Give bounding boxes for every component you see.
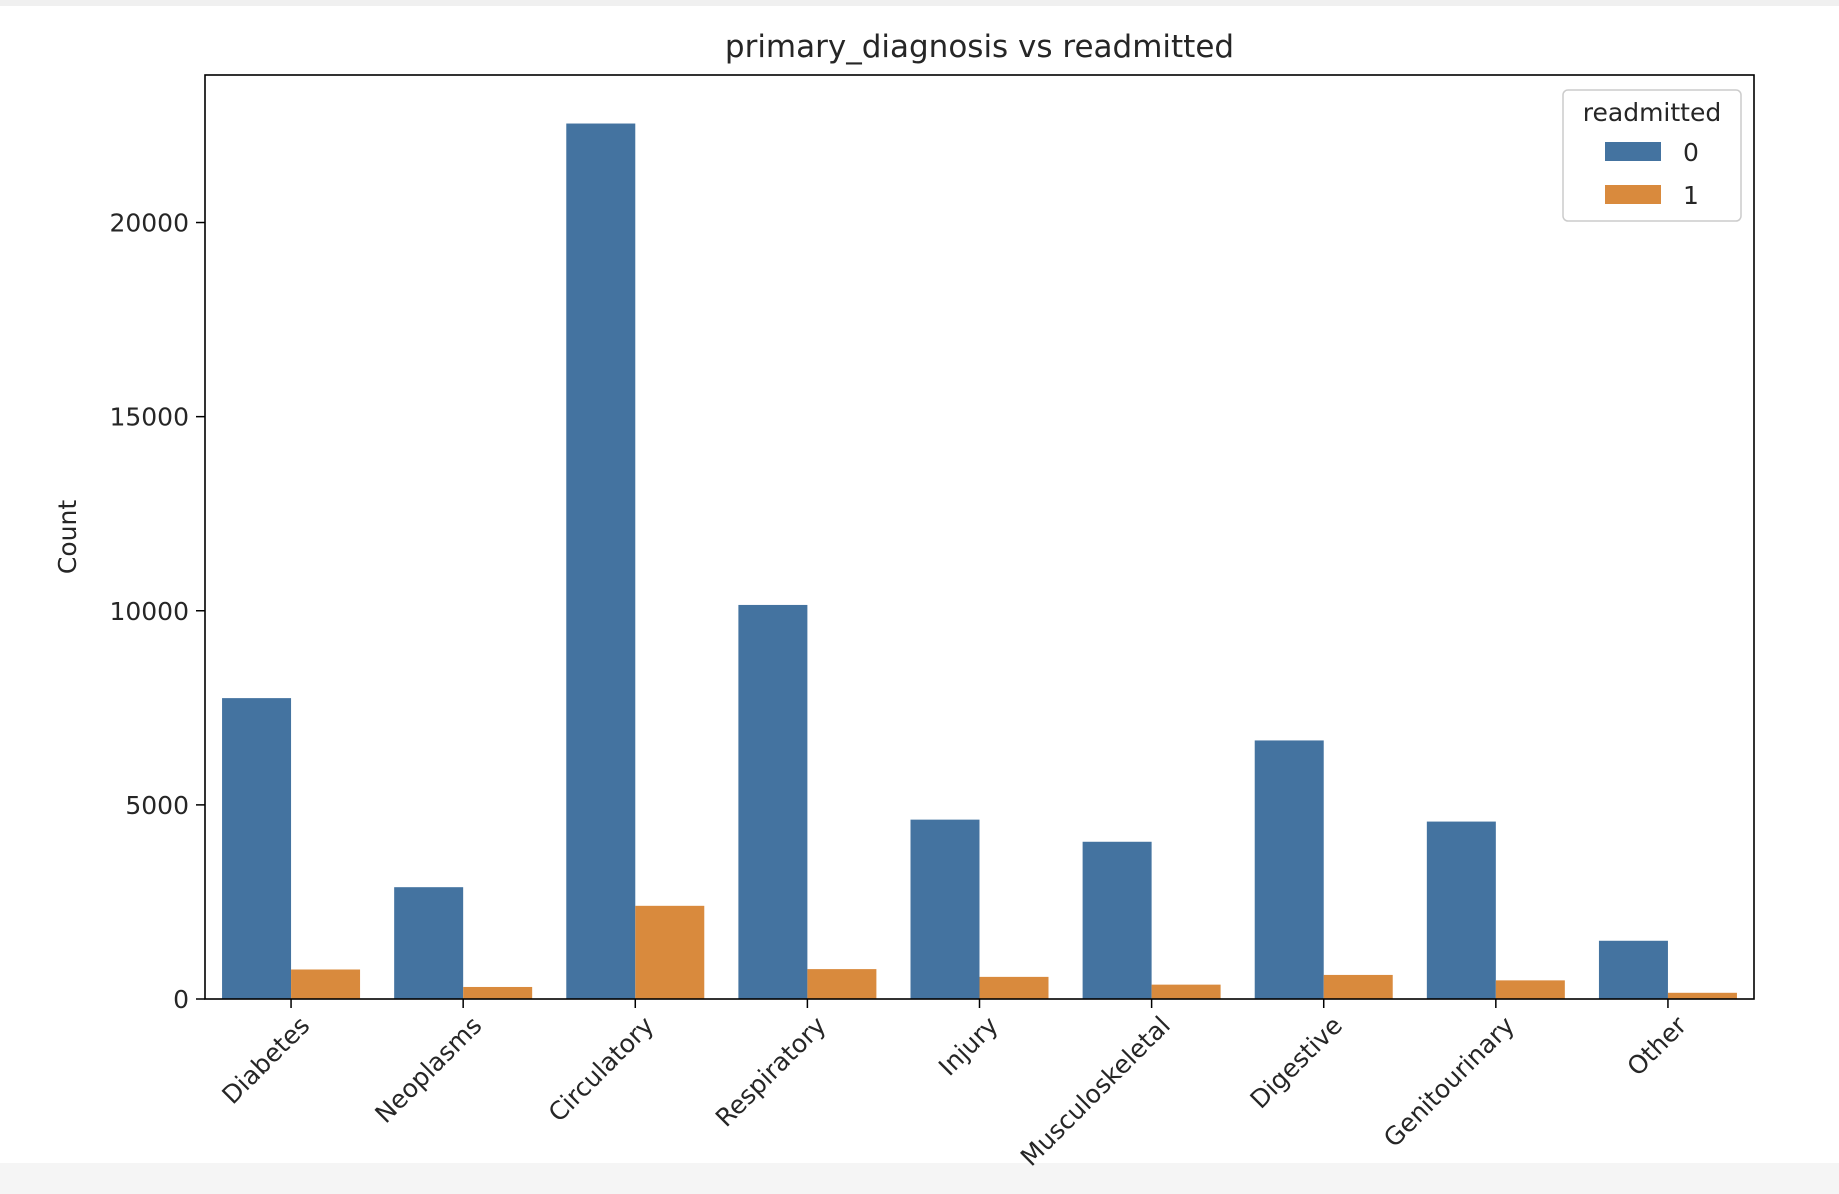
bar-musculoskeletal-readmitted-0 [1082, 841, 1152, 999]
legend-swatch-1 [1605, 185, 1661, 204]
x-tick-label: Digestive [1244, 1011, 1348, 1115]
legend-swatch-0 [1605, 142, 1661, 161]
x-tick-label: Circulatory [543, 1011, 660, 1128]
y-tick-label: 20000 [109, 209, 189, 238]
legend-label-1: 1 [1683, 181, 1699, 210]
legend-label-0: 0 [1683, 138, 1699, 167]
legend-items: 01 [1605, 138, 1699, 210]
plot-frame [204, 74, 1755, 1000]
y-tick-label: 0 [173, 985, 189, 1014]
y-axis-label: Count [53, 500, 82, 574]
legend: readmitted 01 [1562, 89, 1742, 222]
bar-respiratory-readmitted-0 [738, 604, 808, 999]
bar-diabetes-readmitted-0 [222, 698, 292, 999]
bar-neoplasms-readmitted-1 [463, 986, 533, 999]
x-tick-label: Injury [933, 1011, 1004, 1082]
x-tick-label: Neoplasms [369, 1011, 487, 1129]
bar-digestive-readmitted-0 [1254, 740, 1324, 999]
x-tick-label: Respiratory [710, 1011, 832, 1133]
x-tick-label: Other [1621, 1010, 1692, 1081]
bar-circulatory-readmitted-0 [566, 123, 636, 999]
x-axis-ticks: Diabetes Neoplasms Circulatory Respiratory I… [216, 999, 1693, 1172]
y-axis-ticks: 0 5000 10000 15000 20000 [109, 209, 205, 1014]
chart-title: primary_diagnosis vs readmitted [725, 29, 1234, 65]
bar-digestive-readmitted-1 [1323, 974, 1393, 999]
x-tick-label: Musculoskeletal [1015, 1011, 1176, 1172]
bar-injury-readmitted-0 [910, 819, 980, 999]
window-top-strip [0, 0, 1839, 6]
y-tick-label: 10000 [109, 597, 189, 626]
y-tick-label: 5000 [125, 791, 189, 820]
bar-other-readmitted-1 [1667, 992, 1737, 999]
bar-respiratory-readmitted-1 [807, 969, 877, 999]
bar-genitourinary-readmitted-1 [1495, 980, 1565, 999]
bar-other-readmitted-0 [1598, 940, 1668, 999]
bar-injury-readmitted-1 [979, 976, 1049, 999]
x-tick-label: Diabetes [216, 1011, 315, 1110]
bar-circulatory-readmitted-1 [635, 905, 705, 999]
bars-group [222, 123, 1737, 999]
bar-neoplasms-readmitted-0 [394, 887, 464, 999]
bar-diabetes-readmitted-1 [291, 969, 361, 999]
legend-title: readmitted [1583, 98, 1721, 127]
bar-genitourinary-readmitted-0 [1426, 821, 1496, 999]
x-tick-label: Genitourinary [1378, 1011, 1520, 1153]
bar-musculoskeletal-readmitted-1 [1151, 984, 1221, 999]
y-tick-label: 15000 [109, 403, 189, 432]
window-bottom-strip [0, 1163, 1839, 1194]
